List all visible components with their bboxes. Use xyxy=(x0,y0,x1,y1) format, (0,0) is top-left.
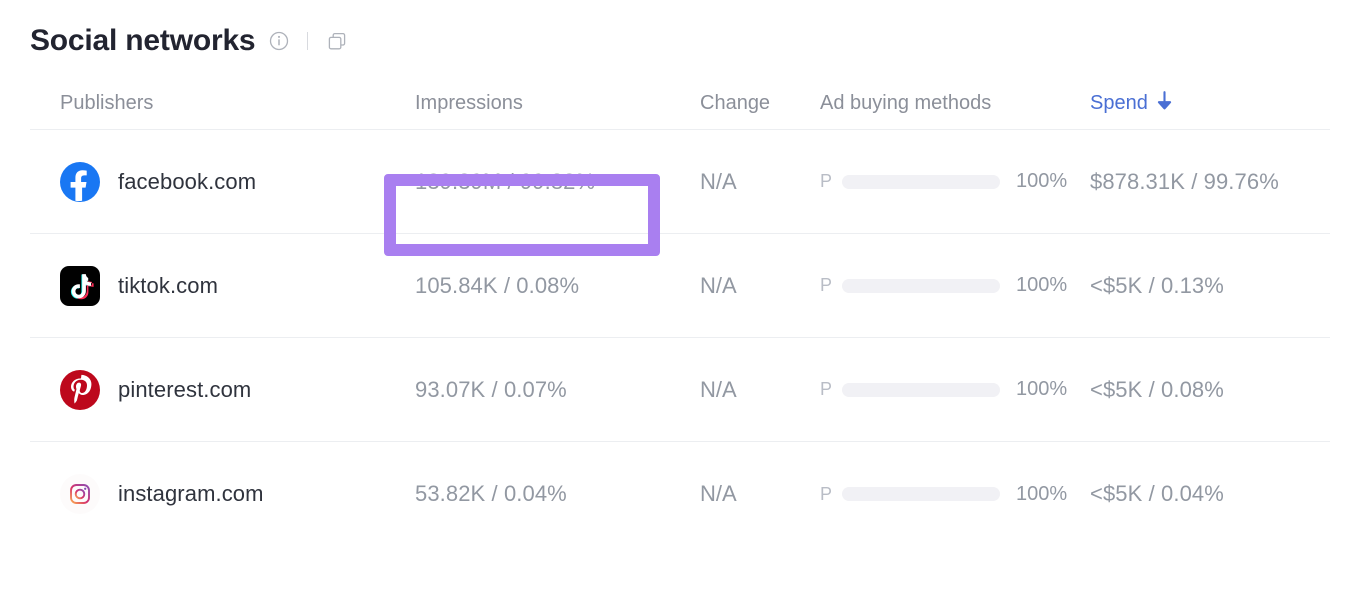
abm-type-label: P xyxy=(820,379,833,399)
column-header-publishers[interactable]: Publishers xyxy=(60,92,154,114)
panel-header: Social networks xyxy=(0,0,1356,57)
instagram-logo xyxy=(60,474,100,514)
arrow-down-icon xyxy=(1156,91,1173,116)
cell-change: N/A xyxy=(700,376,737,402)
cell-publisher[interactable]: facebook.com xyxy=(60,161,415,202)
cell-spend: <$5K / 0.13% xyxy=(1090,272,1224,298)
abm-progress-bar xyxy=(842,487,1000,501)
column-header-spend[interactable]: Spend xyxy=(1090,91,1330,116)
abm-type-label: P xyxy=(820,483,833,504)
column-header-impressions[interactable]: Impressions xyxy=(415,92,523,114)
publisher-name: pinterest.com xyxy=(118,376,252,402)
cell-spend: $878.31K / 99.76% xyxy=(1090,168,1279,194)
publisher-name: tiktok.com xyxy=(118,272,219,298)
abm-percent: 100% xyxy=(1016,482,1068,505)
cell-spend: <$5K / 0.04% xyxy=(1090,481,1224,506)
cell-publisher[interactable]: instagram.com xyxy=(60,474,415,514)
cell-change: N/A xyxy=(700,481,737,506)
cell-publisher[interactable]: pinterest.com xyxy=(60,369,415,410)
table-row[interactable]: tiktok.com 105.84K / 0.08% N/A P 100% <$… xyxy=(30,234,1330,338)
pinterest-logo xyxy=(60,369,100,410)
cell-ad-buying-methods: P 100% xyxy=(820,483,1090,506)
cell-change: N/A xyxy=(700,168,737,194)
column-header-change[interactable]: Change xyxy=(700,92,771,114)
abm-percent: 100% xyxy=(1016,378,1068,400)
abm-type-label: P xyxy=(820,171,833,191)
cell-ad-buying-methods: P 100% xyxy=(820,274,1090,297)
column-header-spend-label: Spend xyxy=(1090,92,1148,114)
table-header-row: Publishers Impressions Change Ad buying … xyxy=(30,78,1330,130)
cell-impressions: 139.39M / 99.82% xyxy=(415,168,596,194)
table-row[interactable]: pinterest.com 93.07K / 0.07% N/A P 100% … xyxy=(30,338,1330,442)
cell-change: N/A xyxy=(700,272,737,298)
cell-ad-buying-methods: P 100% xyxy=(820,378,1090,401)
abm-percent: 100% xyxy=(1016,170,1068,192)
cell-impressions: 93.07K / 0.07% xyxy=(415,376,567,402)
tiktok-logo xyxy=(60,265,100,306)
page-title: Social networks xyxy=(30,24,256,57)
cell-impressions: 53.82K / 0.04% xyxy=(415,481,567,506)
cell-spend: <$5K / 0.08% xyxy=(1090,376,1224,402)
publisher-name: instagram.com xyxy=(118,481,264,506)
abm-percent: 100% xyxy=(1016,274,1068,296)
info-circle-icon[interactable] xyxy=(269,31,289,51)
abm-progress-bar xyxy=(842,382,1000,397)
table-row[interactable]: instagram.com 53.82K / 0.04% N/A P 100% … xyxy=(30,442,1330,546)
cell-ad-buying-methods: P 100% xyxy=(820,170,1090,193)
abm-type-label: P xyxy=(820,275,833,295)
abm-progress-bar xyxy=(842,278,1000,293)
facebook-logo xyxy=(60,161,100,202)
table-row[interactable]: facebook.com 139.39M / 99.82% N/A P 100%… xyxy=(30,130,1330,234)
publisher-name: facebook.com xyxy=(118,168,257,194)
abm-progress-bar xyxy=(842,174,1000,189)
cell-publisher[interactable]: tiktok.com xyxy=(60,265,415,306)
header-icon-group xyxy=(269,30,348,52)
header-divider xyxy=(307,32,309,50)
duplicate-icon[interactable] xyxy=(326,30,348,52)
social-networks-table: Publishers Impressions Change Ad buying … xyxy=(0,78,1356,546)
cell-impressions: 105.84K / 0.08% xyxy=(415,272,580,298)
column-header-ad-buying-methods[interactable]: Ad buying methods xyxy=(820,92,992,114)
